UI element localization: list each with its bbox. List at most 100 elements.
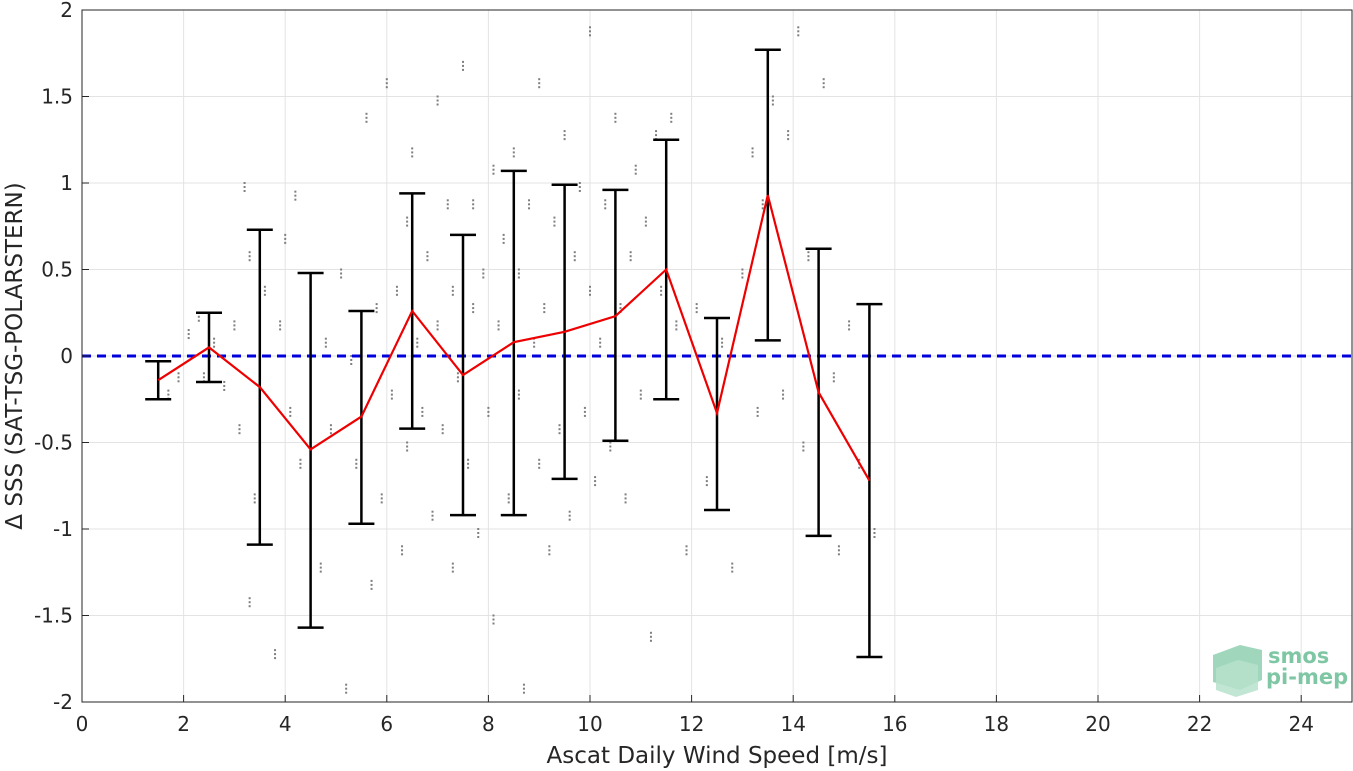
scatter-point — [807, 259, 810, 262]
scatter-point — [761, 203, 764, 206]
scatter-point — [248, 597, 251, 600]
scatter-point — [589, 26, 591, 29]
scatter-point — [721, 345, 724, 348]
scatter-point — [406, 216, 409, 219]
scatter-point — [492, 168, 495, 171]
scatter-point — [263, 289, 266, 292]
scatter-point — [721, 341, 724, 344]
scatter-point — [487, 414, 490, 417]
scatter-point — [202, 376, 205, 379]
scatter-point — [589, 293, 591, 296]
scatter-point — [599, 337, 602, 340]
scatter-point — [563, 138, 566, 141]
scatter-point — [187, 337, 190, 340]
scatter-point — [467, 458, 470, 461]
scatter-point — [284, 237, 287, 240]
scatter-point — [279, 320, 282, 323]
scatter-point — [522, 683, 525, 686]
scatter-point — [324, 337, 327, 340]
logo-mark-layer-icon — [1216, 660, 1258, 697]
scatter-point — [848, 328, 851, 331]
scatter-point — [578, 190, 581, 192]
scatter-point — [604, 203, 607, 206]
scatter-point — [472, 207, 475, 210]
scatter-point — [472, 203, 475, 206]
scatter-point — [858, 466, 861, 469]
scatter-point — [543, 303, 546, 306]
scatter-point — [594, 480, 597, 483]
y-tick-label: 2 — [60, 0, 73, 22]
scatter-point — [771, 103, 774, 106]
scatter-point — [406, 220, 409, 223]
scatter-point — [482, 268, 485, 271]
scatter-point — [436, 328, 439, 331]
x-tick-label: 12 — [679, 712, 704, 736]
scatter-point — [380, 501, 383, 504]
scatter-point — [558, 428, 561, 431]
scatter-point — [538, 82, 541, 85]
scatter-point — [416, 341, 419, 344]
scatter-point — [624, 497, 627, 500]
scatter-point — [517, 276, 520, 279]
scatter-point — [771, 99, 774, 102]
scatter-point — [187, 329, 190, 332]
scatter-point — [675, 328, 678, 331]
scatter-point — [492, 164, 495, 167]
scatter-point — [416, 337, 419, 340]
scatter-point — [685, 545, 688, 548]
scatter-point — [248, 255, 251, 258]
x-tick-label: 0 — [76, 712, 89, 736]
scatter-point — [451, 289, 454, 292]
scatter-point — [553, 220, 556, 223]
scatter-point — [441, 428, 444, 431]
scatter-point — [832, 380, 835, 383]
scatter-point — [655, 134, 658, 137]
x-tick-label: 14 — [780, 712, 805, 736]
scatter-point — [492, 618, 495, 621]
scatter-point — [345, 691, 348, 694]
scatter-point — [528, 203, 531, 206]
scatter-point — [507, 501, 510, 504]
scatter-point — [782, 389, 785, 392]
scatter-point — [822, 78, 825, 81]
scatter-point — [619, 307, 622, 310]
x-tick-label: 2 — [177, 712, 190, 736]
scatter-point — [375, 307, 378, 310]
scatter-point — [406, 224, 409, 227]
scatter-point — [492, 614, 495, 617]
scatter-point — [390, 397, 393, 400]
scatter-point — [274, 657, 277, 660]
scatter-point — [238, 424, 241, 427]
scatter-point — [655, 130, 658, 133]
scatter-point — [787, 134, 790, 137]
scatter-point — [802, 445, 805, 448]
scatter-point — [243, 186, 246, 188]
scatter-point — [807, 255, 810, 258]
scatter-point — [294, 190, 297, 193]
scatter-point — [395, 289, 398, 292]
scatter-point — [248, 601, 251, 604]
logo-text-line2: pi-mep — [1266, 665, 1348, 689]
scatter-point — [822, 86, 825, 89]
scatter-point — [634, 164, 637, 167]
scatter-point — [456, 376, 459, 379]
y-tick-label: 0 — [60, 344, 73, 368]
scatter-point — [411, 151, 414, 154]
scatter-point — [548, 553, 551, 556]
scatter-point — [649, 639, 652, 642]
scatter-point — [299, 462, 302, 465]
scatter-point — [705, 484, 708, 487]
scatter-point — [319, 566, 322, 569]
scatter-point — [436, 103, 439, 106]
x-tick-label: 20 — [1085, 712, 1110, 736]
scatter-point — [619, 303, 622, 306]
scatter-point — [604, 199, 607, 202]
scatter-point — [401, 545, 404, 548]
scatter-point — [599, 345, 602, 348]
scatter-point — [873, 528, 876, 530]
scatter-point — [274, 653, 277, 656]
scatter-point — [319, 562, 322, 565]
scatter-point — [406, 441, 409, 444]
scatter-point — [451, 285, 454, 288]
scatter-point — [675, 320, 678, 323]
